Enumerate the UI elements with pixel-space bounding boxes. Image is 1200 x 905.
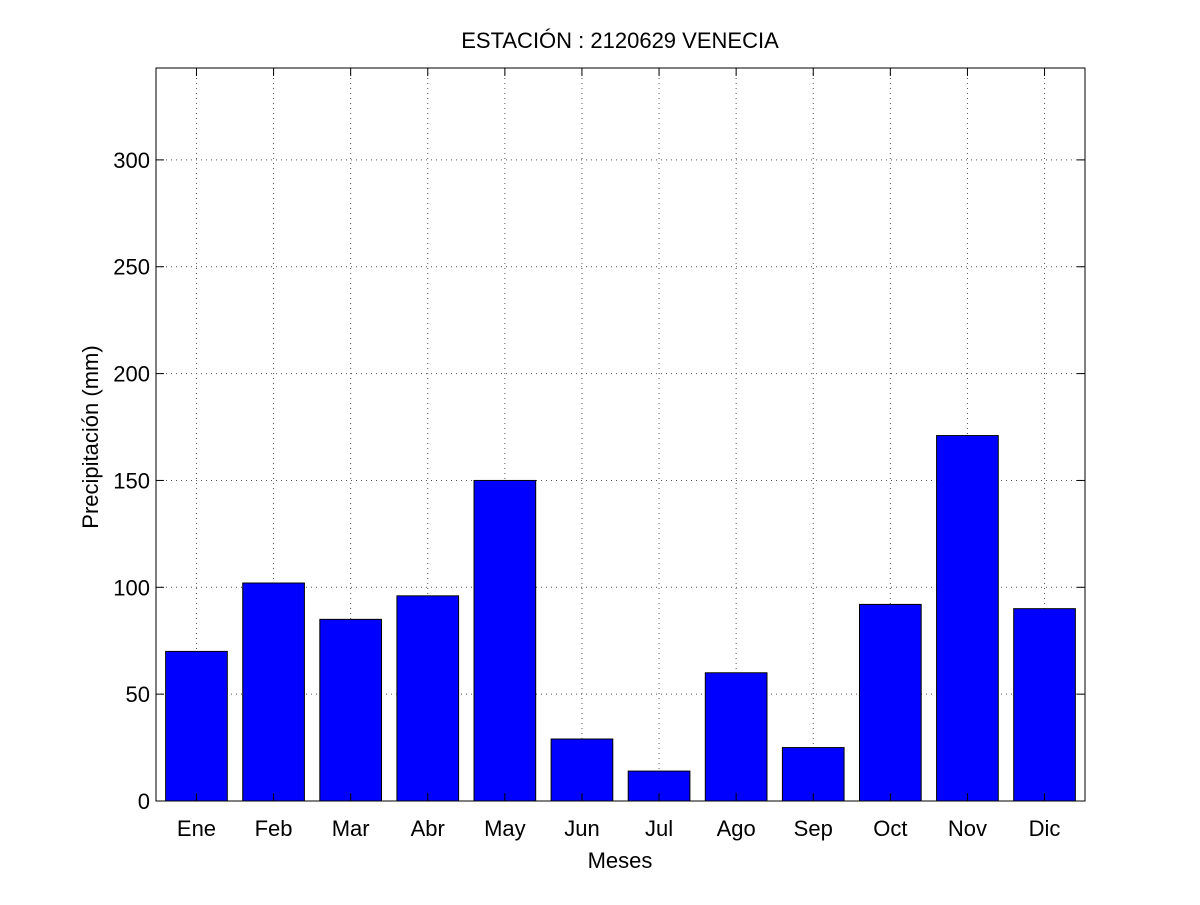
x-tick-label: Ago — [717, 816, 756, 841]
y-tick-label: 100 — [113, 575, 150, 600]
y-tick-label: 200 — [113, 362, 150, 387]
bar-jun — [550, 738, 614, 802]
x-tick-label: Sep — [794, 816, 833, 841]
plot-frame — [155, 67, 1086, 802]
bar-ago — [704, 672, 768, 802]
y-tick-label: 150 — [113, 468, 150, 493]
x-tick-label: Abr — [411, 816, 445, 841]
bar-mar — [319, 618, 383, 802]
x-tick-label: Jun — [564, 816, 599, 841]
bar-feb — [242, 582, 305, 802]
bar-may — [473, 479, 537, 802]
bar-ene — [165, 650, 228, 802]
y-tick-label: 50 — [126, 682, 150, 707]
x-tick-label: Dic — [1029, 816, 1061, 841]
x-tick-label: Feb — [255, 816, 293, 841]
x-tick-label: Ene — [177, 816, 216, 841]
y-tick-label: 250 — [113, 255, 150, 280]
x-tick-label: Jul — [645, 816, 673, 841]
tick-labels: 0 50 100 150 200 250 300 Ene Feb Mar Abr May Jun Jul A… — [113, 148, 1060, 841]
bar-oct — [858, 603, 922, 802]
bars — [165, 435, 1076, 802]
bar-nov — [936, 435, 999, 802]
y-tick-label: 0 — [138, 789, 150, 814]
x-tick-label: Mar — [332, 816, 370, 841]
x-tick-label: Nov — [948, 816, 987, 841]
bar-sep — [781, 747, 845, 802]
bar-dic — [1013, 608, 1076, 802]
chart-title: ESTACIÓN : 2120629 VENECIA — [461, 28, 779, 53]
x-axis-title: Meses — [588, 848, 653, 873]
y-tick-label: 300 — [113, 148, 150, 173]
ticks — [156, 68, 1085, 802]
y-axis-title: Precipitación (mm) — [78, 345, 103, 528]
x-tick-label: Oct — [873, 816, 907, 841]
bar-abr — [396, 595, 460, 802]
x-tick-label: May — [484, 816, 526, 841]
